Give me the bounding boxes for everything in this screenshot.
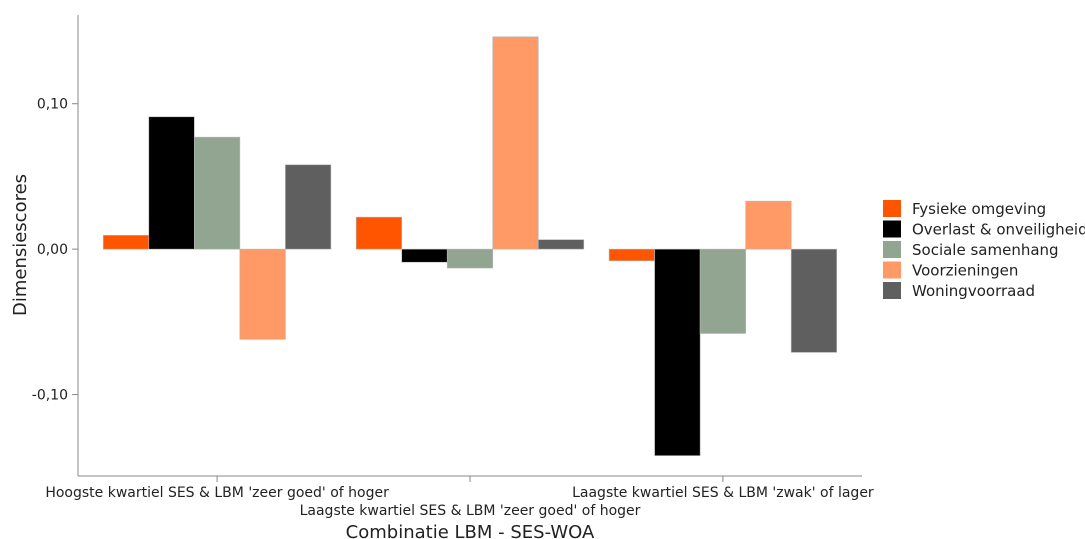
bar-1-3	[608, 248, 655, 262]
bar-4-1	[239, 248, 286, 340]
x-ticks-group: Hoogste kwartiel SES & LBM 'zeer goed' o…	[45, 476, 874, 519]
bar-4-2	[492, 36, 539, 250]
bar-2-1	[148, 116, 195, 250]
bar-4-3	[745, 200, 792, 250]
bar-3-2	[446, 248, 494, 269]
legend-swatch	[883, 200, 901, 217]
legend-label: Sociale samenhang	[912, 241, 1059, 259]
legend: Fysieke omgeving Overlast & onveiligheid S…	[883, 200, 1085, 300]
legend-label: Woningvoorraad	[912, 282, 1035, 300]
y-tick-label: -0,10	[32, 388, 68, 404]
legend-label: Fysieke omgeving	[912, 200, 1046, 218]
bar-2-2	[401, 248, 448, 263]
y-tick-label: 0,00	[37, 242, 68, 258]
y-tick-label: 0,10	[37, 97, 68, 113]
legend-label: Voorzieningen	[912, 262, 1018, 280]
legend-swatch	[883, 261, 901, 279]
bar-5-2	[537, 239, 585, 250]
legend-swatch	[883, 241, 901, 258]
bar-1-2	[355, 216, 403, 250]
x-tick-label: Laagste kwartiel SES & LBM 'zeer goed' o…	[300, 503, 641, 519]
bar-3-3	[699, 248, 746, 334]
legend-swatch	[883, 282, 901, 299]
x-tick-label: Laagste kwartiel SES & LBM 'zwak' of lag…	[572, 485, 874, 501]
y-axis-title: Dimensiescores	[10, 174, 31, 316]
bar-3-1	[194, 136, 241, 250]
legend-label: Overlast & onveiligheid	[912, 221, 1085, 239]
bars-group	[102, 36, 838, 456]
y-ticks-group: 0,10 0,00 -0,10	[32, 97, 78, 404]
bar-1-1	[102, 235, 150, 250]
bar-2-3	[654, 248, 701, 456]
x-tick-label: Hoogste kwartiel SES & LBM 'zeer goed' o…	[45, 485, 389, 501]
bar-5-3	[790, 248, 838, 353]
x-axis-title: Combinatie LBM - SES-WOA	[346, 522, 595, 539]
bar-5-1	[285, 164, 332, 250]
legend-swatch	[883, 220, 901, 238]
